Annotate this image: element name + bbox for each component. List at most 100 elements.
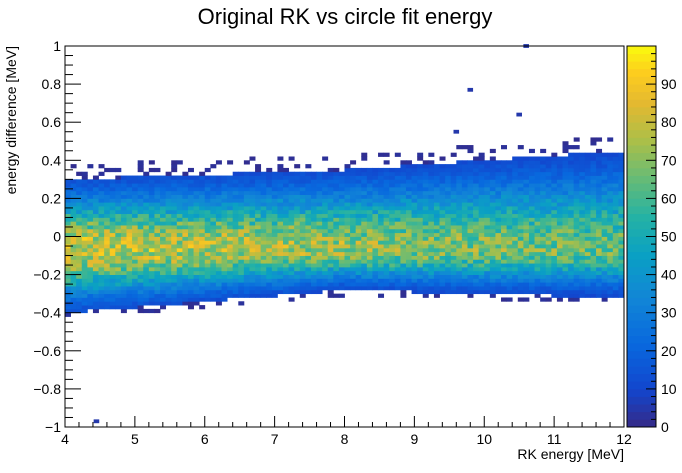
heatmap-cell <box>92 217 99 222</box>
heatmap-cell <box>456 194 463 199</box>
heatmap-cell <box>132 221 139 226</box>
heatmap-cell <box>417 263 424 268</box>
heatmap-cell <box>294 225 301 230</box>
heatmap-cell <box>556 179 563 184</box>
heatmap-cell <box>243 190 250 195</box>
heatmap-cell <box>154 190 161 195</box>
heatmap-cell <box>76 270 83 275</box>
palette-band <box>627 190 656 199</box>
heatmap-cell <box>327 286 334 291</box>
heatmap-cell <box>283 221 289 226</box>
heatmap-cell <box>366 213 373 218</box>
heatmap-cell <box>389 217 396 222</box>
heatmap-cell <box>411 286 418 291</box>
heatmap-cell <box>87 236 94 241</box>
heatmap-cell <box>573 293 580 298</box>
heatmap-cell <box>400 198 407 203</box>
heatmap-cell <box>87 259 94 264</box>
heatmap-cell <box>271 270 278 275</box>
heatmap-cell <box>204 282 211 287</box>
heatmap-cell <box>204 186 211 192</box>
heatmap-cell <box>506 183 513 188</box>
heatmap-cell <box>109 228 116 234</box>
heatmap-cell <box>210 175 217 180</box>
heatmap-cell <box>327 270 334 275</box>
heatmap-cell <box>433 198 440 203</box>
heatmap-cell <box>501 270 508 275</box>
heatmap-cell <box>378 247 385 253</box>
heatmap-cell <box>422 198 429 203</box>
heatmap-cell <box>383 160 390 165</box>
heatmap-cell <box>501 183 508 188</box>
heatmap-cell <box>428 244 435 249</box>
heatmap-cell <box>115 259 122 264</box>
heatmap-cell <box>355 198 362 203</box>
heatmap-cell <box>607 209 614 215</box>
heatmap-cell <box>389 255 396 260</box>
heatmap-cell <box>322 183 329 188</box>
heatmap-cell <box>512 160 519 165</box>
heatmap-cell <box>288 228 295 234</box>
heatmap-cell <box>294 274 301 279</box>
heatmap-cell <box>383 152 390 157</box>
heatmap-cell <box>165 171 172 176</box>
heatmap-cell <box>182 286 189 291</box>
heatmap-cell <box>517 255 524 260</box>
heatmap-cell <box>221 186 228 192</box>
heatmap-cell <box>310 232 317 237</box>
heatmap-cell <box>601 152 608 157</box>
heatmap-cell <box>109 263 116 268</box>
heatmap-cell <box>612 286 619 291</box>
heatmap-cell <box>65 198 71 203</box>
heatmap-cell <box>590 186 597 192</box>
heatmap-cell <box>428 286 435 291</box>
heatmap-cell <box>288 263 295 268</box>
heatmap-cell <box>495 247 502 253</box>
heatmap-cell <box>484 244 491 249</box>
heatmap-cell <box>171 274 178 279</box>
heatmap-cell <box>590 240 597 245</box>
heatmap-cell <box>109 183 116 188</box>
y-tick-label: −0.4 <box>33 305 61 321</box>
heatmap-cell <box>187 179 194 184</box>
heatmap-cell <box>534 156 541 161</box>
heatmap-cell <box>215 293 222 298</box>
heatmap-cell <box>596 278 603 283</box>
heatmap-cell <box>584 209 591 215</box>
heatmap-cell <box>344 167 351 173</box>
heatmap-cell <box>417 202 424 207</box>
heatmap-cell <box>333 240 340 245</box>
heatmap-cell <box>596 152 603 157</box>
heatmap-cell <box>238 225 245 230</box>
heatmap-cell <box>601 289 608 295</box>
heatmap-cell <box>232 255 239 260</box>
heatmap-cell <box>187 198 194 203</box>
heatmap-cell <box>584 194 591 199</box>
heatmap-cell <box>215 202 222 207</box>
palette-band <box>627 221 656 230</box>
heatmap-cell <box>322 209 329 215</box>
heatmap-cell <box>255 251 262 256</box>
heatmap-cell <box>137 183 144 188</box>
heatmap-cell <box>618 289 625 295</box>
heatmap-cell <box>394 183 401 188</box>
heatmap-cell <box>154 232 161 237</box>
heatmap-cell <box>154 186 161 192</box>
heatmap-cell <box>506 175 513 180</box>
heatmap-cell <box>344 217 351 222</box>
heatmap-cell <box>612 213 619 218</box>
heatmap-cell <box>65 266 71 272</box>
heatmap-cell <box>405 186 412 192</box>
heatmap-cell <box>456 186 463 192</box>
heatmap-cell <box>277 202 284 207</box>
heatmap-cell <box>523 274 530 279</box>
heatmap-cell <box>378 244 385 249</box>
heatmap-cell <box>366 194 373 199</box>
heatmap-cell <box>238 293 245 298</box>
heatmap-cell <box>601 202 608 207</box>
heatmap-cell <box>255 232 262 237</box>
heatmap-cell <box>70 198 77 203</box>
heatmap-cell <box>400 286 407 291</box>
heatmap-cell <box>344 179 351 184</box>
heatmap-cell <box>422 293 429 298</box>
